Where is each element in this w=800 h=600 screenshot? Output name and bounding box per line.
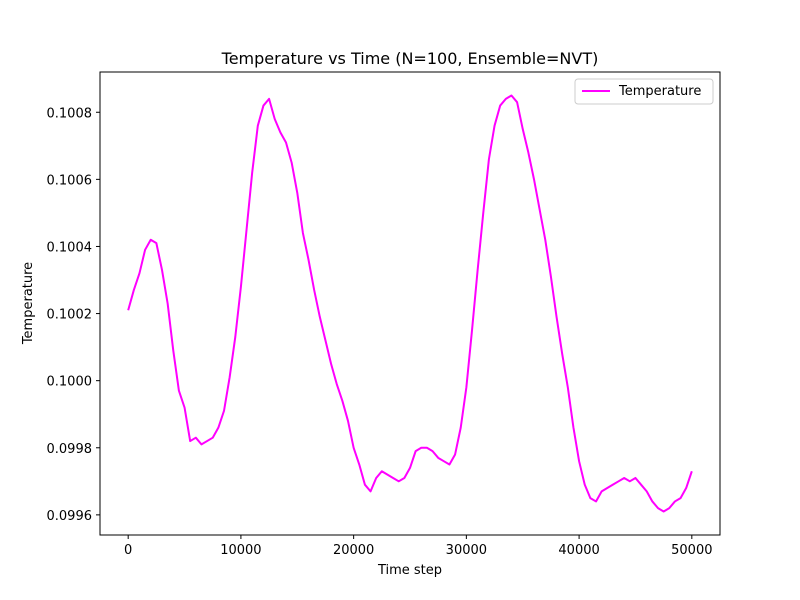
- axes-frame: [99, 71, 721, 536]
- x-tick-label: 20000: [333, 543, 374, 558]
- legend: Temperature: [574, 78, 714, 105]
- y-tick-label: 0.1008: [47, 106, 93, 121]
- x-tick-label: 10000: [220, 543, 261, 558]
- y-tick-label: 0.1004: [47, 240, 93, 255]
- legend-label: Temperature: [618, 84, 701, 99]
- series-line-0: [127, 94, 693, 513]
- x-tick-label: 30000: [446, 543, 487, 558]
- y-tick-label: 0.1002: [47, 308, 93, 323]
- x-tick-label: 40000: [558, 543, 599, 558]
- y-tick-label: 0.0996: [47, 509, 93, 524]
- y-tick-label: 0.0998: [47, 442, 93, 457]
- legend-box: [574, 78, 714, 105]
- chart-title: Temperature vs Time (N=100, Ensemble=NVT…: [221, 49, 599, 68]
- x-tick-label: 50000: [671, 543, 712, 558]
- axis-ticks: 0 10000 20000 30000 40000 50000 0.0996 0.0998 0.…: [47, 106, 713, 558]
- y-tick-label: 0.1006: [47, 173, 93, 188]
- x-axis-title: Time step: [377, 563, 442, 578]
- plot-area: [99, 71, 721, 536]
- y-tick-label: 0.1000: [47, 375, 93, 390]
- x-tick-label: 0: [124, 543, 132, 558]
- y-axis-title: Temperature: [21, 262, 36, 345]
